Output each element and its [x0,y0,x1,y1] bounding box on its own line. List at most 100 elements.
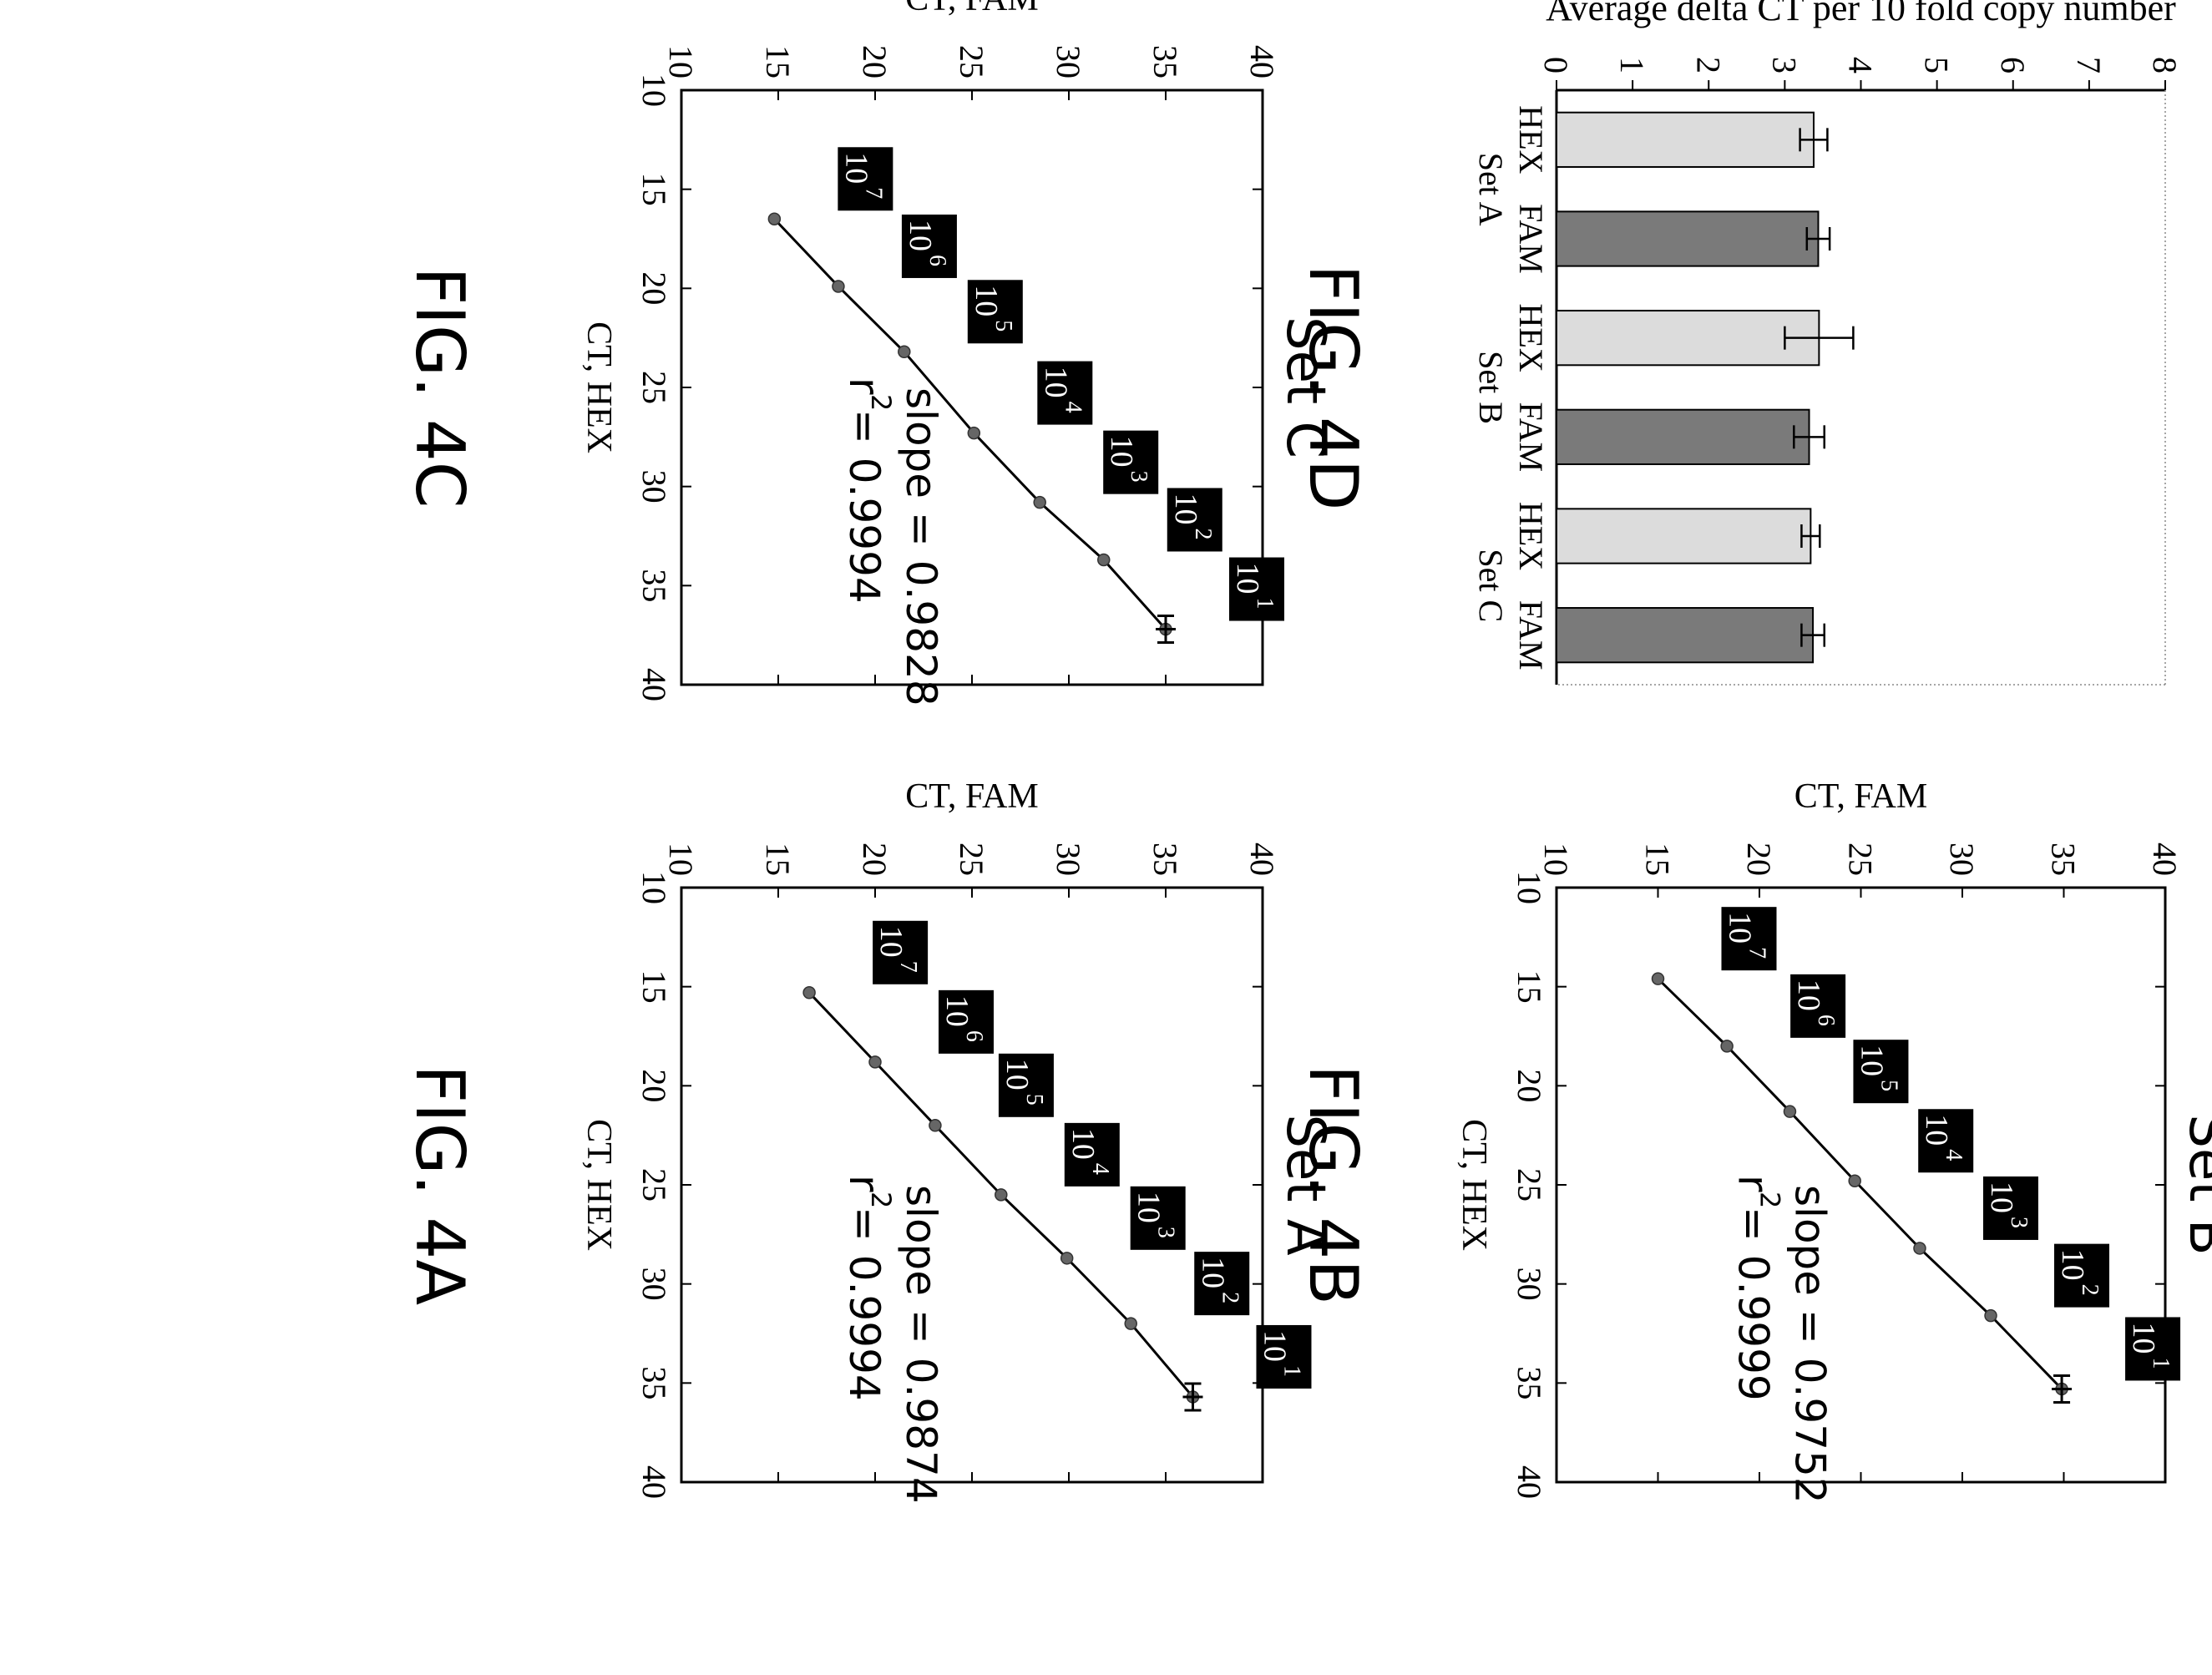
plot-frame [680,89,1264,686]
point-label-exponent: 5 [990,320,1016,331]
point-label-base: 10 [903,220,938,251]
y-tick-label: 2 [1689,57,1727,73]
point-label-base: 10 [2126,1322,2161,1354]
point-label-box [1790,974,1846,1038]
point-label-exponent: 4 [1941,1149,1967,1161]
data-point [1783,1105,1797,1118]
y-tick-label: 35 [2045,843,2083,876]
figure-label-3: FIG. 4D [1294,265,1372,511]
point-label-base: 10 [1168,493,1203,524]
point-label-base: 10 [838,152,873,184]
category-label: FAM [1512,402,1550,472]
y-tick-label: 15 [759,843,797,876]
point-label-exponent: 1 [2148,1357,2174,1369]
group-label: Set C [1472,549,1510,622]
y-tick-label: 40 [2146,843,2184,876]
x-tick-label: 20 [635,271,673,305]
x-tick-label: 10 [1511,871,1548,904]
category-label: HEX [1512,502,1550,570]
point-label-base: 10 [1257,1330,1292,1362]
point-label-base: 10 [1000,1059,1035,1091]
slope-annotation: slope = 0.9874 [897,1185,945,1504]
point-label-base: 10 [1104,436,1139,468]
y-axis-label: CT, FAM [1794,777,1927,816]
data-point [1984,1308,1997,1323]
x-tick-label: 35 [1511,1366,1548,1399]
point-label-exponent: 7 [860,187,886,199]
bar-fam [1556,607,1815,664]
data-point [1060,1252,1074,1265]
x-tick-label: 35 [635,1366,673,1399]
group-label: Set B [1472,351,1510,424]
point-label-exponent: 4 [1087,1163,1113,1175]
y-tick-label: 30 [1050,45,1087,78]
x-tick-label: 40 [1511,1465,1548,1499]
data-point [868,1055,882,1069]
point-label-box [967,280,1023,344]
point-label-base: 10 [1919,1114,1954,1146]
y-tick-label: 8 [2146,57,2184,73]
y-tick-label: 6 [1994,57,2032,73]
point-label-box [1037,361,1093,425]
bar-hex [1556,111,1815,168]
data-point [967,426,981,440]
point-label-base: 10 [1195,1257,1230,1288]
r2-value: = 0.9994 [840,1207,888,1401]
point-label-base: 10 [873,926,909,958]
point-label-box [1721,907,1777,971]
point-label-box [2054,1243,2110,1308]
point-label-base: 10 [1066,1128,1101,1160]
y-tick-label: 1 [1613,57,1651,73]
point-label-box [1982,1176,2038,1240]
x-tick-label: 15 [1511,970,1548,1004]
group-label: Set A [1472,153,1510,226]
category-label: FAM [1512,204,1550,274]
point-label-base: 10 [2055,1249,2090,1281]
r2-label: r [840,1175,888,1192]
r2-exponent: 2 [865,394,897,411]
data-point [929,1119,942,1132]
point-label-box [2125,1317,2181,1381]
point-label-exponent: 7 [1744,947,1770,959]
data-point [767,212,782,226]
y-tick-label: 40 [1243,45,1281,78]
r2-label: r [840,377,888,395]
point-label-box [998,1053,1054,1117]
point-label-exponent: 3 [1153,1227,1179,1238]
y-tick-label: 35 [1146,843,1184,876]
category-label: FAM [1512,600,1550,671]
x-tick-label: 25 [1511,1168,1548,1202]
y-axis-label: CT, FAM [905,777,1038,816]
x-tick-label: 25 [635,1168,673,1202]
point-label-box [1256,1324,1312,1389]
x-tick-label: 20 [635,1069,673,1102]
x-axis-label: CT, HEX [580,1119,618,1251]
y-tick-label: 4 [1842,57,1880,73]
data-point [1033,495,1046,509]
point-label-base: 10 [1723,912,1758,944]
plot-frame [1555,886,2167,1484]
y-tick-label: 30 [1050,843,1087,876]
slope-annotation: slope = 0.9828 [897,387,945,706]
point-label-base: 10 [939,995,974,1027]
x-tick-label: 15 [635,970,673,1004]
y-tick-label: 35 [1146,45,1184,78]
data-point [832,280,845,293]
y-tick-label: 5 [1918,57,1956,73]
point-label-exponent: 5 [1875,1080,1901,1091]
category-label: HEX [1512,105,1550,174]
y-tick-label: 10 [1537,843,1575,876]
r2-exponent: 2 [865,1192,897,1208]
figure-label-0: FIG. 4A [401,1065,478,1305]
slope-annotation: slope = 0.9752 [1786,1185,1835,1504]
x-tick-label: 40 [635,668,673,701]
point-label-exponent: 7 [895,961,921,973]
point-label-base: 10 [1131,1192,1167,1223]
point-label-exponent: 2 [1190,528,1216,539]
bar-fam [1556,408,1810,465]
data-point [1848,1174,1861,1188]
y-tick-label: 0 [1537,57,1575,73]
point-label-box [939,989,994,1054]
